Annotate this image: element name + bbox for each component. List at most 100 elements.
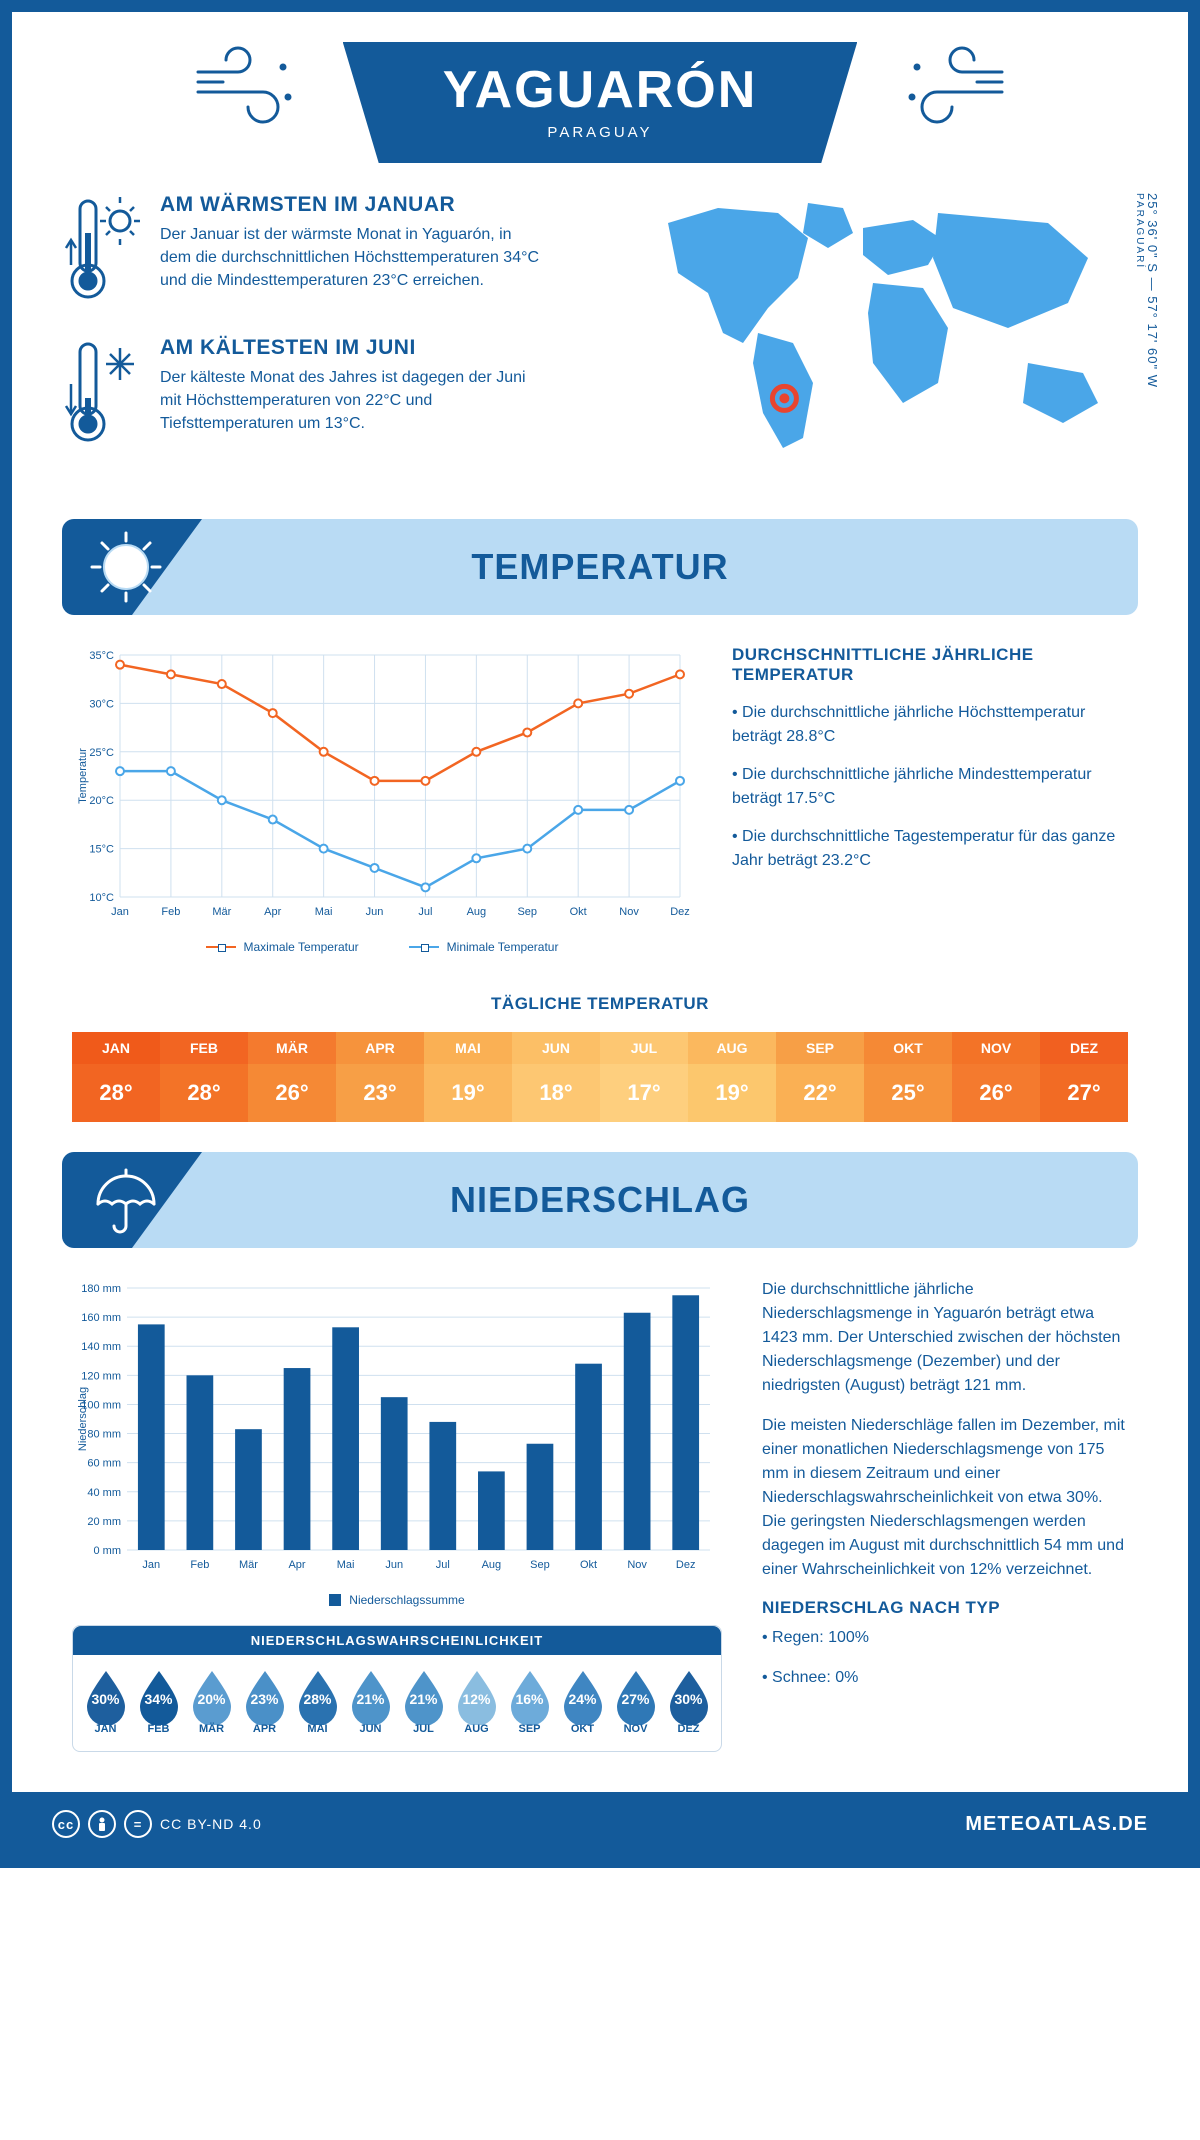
svg-text:120 mm: 120 mm	[81, 1370, 121, 1382]
svg-text:40 mm: 40 mm	[87, 1487, 121, 1499]
daily-temp-title: TÄGLICHE TEMPERATUR	[32, 994, 1168, 1014]
city-title: YAGUARÓN	[443, 60, 758, 120]
svg-text:Dez: Dez	[670, 906, 690, 918]
svg-text:Feb: Feb	[161, 906, 180, 918]
svg-text:Jun: Jun	[385, 1559, 403, 1571]
svg-text:Mai: Mai	[337, 1559, 355, 1571]
precip-type1: • Regen: 100%	[762, 1626, 1128, 1650]
svg-text:25°C: 25°C	[89, 747, 114, 759]
daily-temp-cell: SEP22°	[776, 1032, 864, 1122]
svg-text:Niederschlag: Niederschlag	[77, 1387, 89, 1451]
temp-info-b1: • Die durchschnittliche jährliche Höchst…	[732, 701, 1128, 749]
sun-icon	[86, 527, 166, 607]
prob-drop: 21%JUN	[348, 1669, 394, 1735]
svg-text:Nov: Nov	[627, 1559, 647, 1571]
svg-text:Mär: Mär	[212, 906, 231, 918]
daily-temp-cell: JAN28°	[72, 1032, 160, 1122]
svg-text:20°C: 20°C	[89, 795, 114, 807]
coordinates: 25° 36' 0" S — 57° 17' 60" W PARAGUARÍ	[1134, 193, 1160, 388]
svg-text:Sep: Sep	[517, 906, 537, 918]
precipitation-info: Die durchschnittliche jährliche Niedersc…	[762, 1278, 1128, 1752]
svg-text:35°C: 35°C	[89, 650, 114, 662]
daily-temp-cell: NOV26°	[952, 1032, 1040, 1122]
svg-text:Apr: Apr	[264, 906, 281, 918]
by-icon	[88, 1810, 116, 1838]
svg-text:Jul: Jul	[436, 1559, 450, 1571]
svg-text:Apr: Apr	[288, 1559, 305, 1571]
svg-text:Aug: Aug	[467, 906, 487, 918]
precip-p2: Die meisten Niederschläge fallen im Deze…	[762, 1414, 1128, 1582]
svg-text:Temperatur: Temperatur	[77, 748, 89, 804]
daily-temp-cell: MAI19°	[424, 1032, 512, 1122]
warmest-title: AM WÄRMSTEN IM JANUAR	[160, 193, 540, 217]
prob-drop: 30%DEZ	[666, 1669, 712, 1735]
page-header: YAGUARÓN PARAGUAY	[32, 32, 1168, 193]
prob-drop: 16%SEP	[507, 1669, 553, 1735]
daily-temp-cell: FEB28°	[160, 1032, 248, 1122]
warmest-fact: AM WÄRMSTEN IM JANUAR Der Januar ist der…	[62, 193, 608, 308]
coldest-title: AM KÄLTESTEN IM JUNI	[160, 336, 540, 360]
svg-text:10°C: 10°C	[89, 892, 114, 904]
daily-temp-cell: DEZ27°	[1040, 1032, 1128, 1122]
precip-type-title: NIEDERSCHLAG NACH TYP	[762, 1598, 1128, 1618]
temp-section-title: TEMPERATUR	[62, 546, 1138, 588]
thermometer-sun-icon	[62, 193, 142, 303]
svg-text:Aug: Aug	[482, 1559, 502, 1571]
svg-text:140 mm: 140 mm	[81, 1341, 121, 1353]
temperature-info: DURCHSCHNITTLICHE JÄHRLICHE TEMPERATUR •…	[732, 645, 1128, 954]
svg-text:160 mm: 160 mm	[81, 1312, 121, 1324]
prob-drop: 34%FEB	[136, 1669, 182, 1735]
thermometer-snow-icon	[62, 336, 142, 446]
prob-drop: 23%APR	[242, 1669, 288, 1735]
svg-text:180 mm: 180 mm	[81, 1283, 121, 1295]
cc-icon: cc	[52, 1810, 80, 1838]
prob-drop: 12%AUG	[454, 1669, 500, 1735]
daily-temp-cell: MÄR26°	[248, 1032, 336, 1122]
daily-temp-table: JAN28°FEB28°MÄR26°APR23°MAI19°JUN18°JUL1…	[72, 1032, 1128, 1122]
svg-text:20 mm: 20 mm	[87, 1516, 121, 1528]
svg-text:Jun: Jun	[366, 906, 384, 918]
coldest-fact: AM KÄLTESTEN IM JUNI Der kälteste Monat …	[62, 336, 608, 451]
daily-temp-cell: APR23°	[336, 1032, 424, 1122]
daily-temp-cell: AUG19°	[688, 1032, 776, 1122]
svg-text:Jul: Jul	[418, 906, 432, 918]
svg-text:0 mm: 0 mm	[94, 1545, 122, 1557]
svg-text:Okt: Okt	[580, 1559, 597, 1571]
svg-text:80 mm: 80 mm	[87, 1429, 121, 1441]
temp-info-title: DURCHSCHNITTLICHE JÄHRLICHE TEMPERATUR	[732, 645, 1128, 685]
prob-drop: 21%JUL	[401, 1669, 447, 1735]
world-map: 25° 36' 0" S — 57° 17' 60" W PARAGUARÍ	[638, 193, 1138, 479]
page-footer: cc = CC BY-ND 4.0 METEOATLAS.DE	[12, 1792, 1188, 1856]
svg-text:Dez: Dez	[676, 1559, 696, 1571]
prob-title: NIEDERSCHLAGSWAHRSCHEINLICHKEIT	[73, 1626, 721, 1655]
umbrella-icon	[86, 1160, 164, 1238]
svg-text:Feb: Feb	[190, 1559, 209, 1571]
svg-text:Okt: Okt	[570, 906, 587, 918]
daily-temp-cell: OKT25°	[864, 1032, 952, 1122]
warmest-text: Der Januar ist der wärmste Monat in Yagu…	[160, 223, 540, 293]
prob-drop: 20%MÄR	[189, 1669, 235, 1735]
precip-p1: Die durchschnittliche jährliche Niedersc…	[762, 1278, 1128, 1398]
prob-drop: 30%JAN	[83, 1669, 129, 1735]
section-header-precip: NIEDERSCHLAG	[62, 1152, 1138, 1248]
svg-text:Mär: Mär	[239, 1559, 258, 1571]
svg-text:Jan: Jan	[111, 906, 129, 918]
prob-drop: 28%MAI	[295, 1669, 341, 1735]
temp-info-b2: • Die durchschnittliche jährliche Mindes…	[732, 763, 1128, 811]
license-text: CC BY-ND 4.0	[160, 1816, 262, 1832]
temperature-line-chart: 10°C15°C20°C25°C30°C35°CJanFebMärAprMaiJ…	[72, 645, 692, 954]
country-subtitle: PARAGUAY	[443, 124, 758, 141]
legend-max: Maximale Temperatur	[244, 940, 359, 954]
svg-text:Jan: Jan	[142, 1559, 160, 1571]
precip-probability-box: NIEDERSCHLAGSWAHRSCHEINLICHKEIT 30%JAN 3…	[72, 1625, 722, 1752]
temp-info-b3: • Die durchschnittliche Tagestemperatur …	[732, 825, 1128, 873]
legend-min: Minimale Temperatur	[447, 940, 559, 954]
wind-icon-left	[193, 42, 303, 132]
license-block: cc = CC BY-ND 4.0	[52, 1810, 262, 1838]
svg-text:15°C: 15°C	[89, 844, 114, 856]
prob-drop: 24%OKT	[560, 1669, 606, 1735]
svg-text:Sep: Sep	[530, 1559, 550, 1571]
intro-section: AM WÄRMSTEN IM JANUAR Der Januar ist der…	[32, 193, 1168, 509]
precipitation-bar-chart: 0 mm20 mm40 mm60 mm80 mm100 mm120 mm140 …	[72, 1278, 722, 1752]
svg-text:Mai: Mai	[315, 906, 333, 918]
